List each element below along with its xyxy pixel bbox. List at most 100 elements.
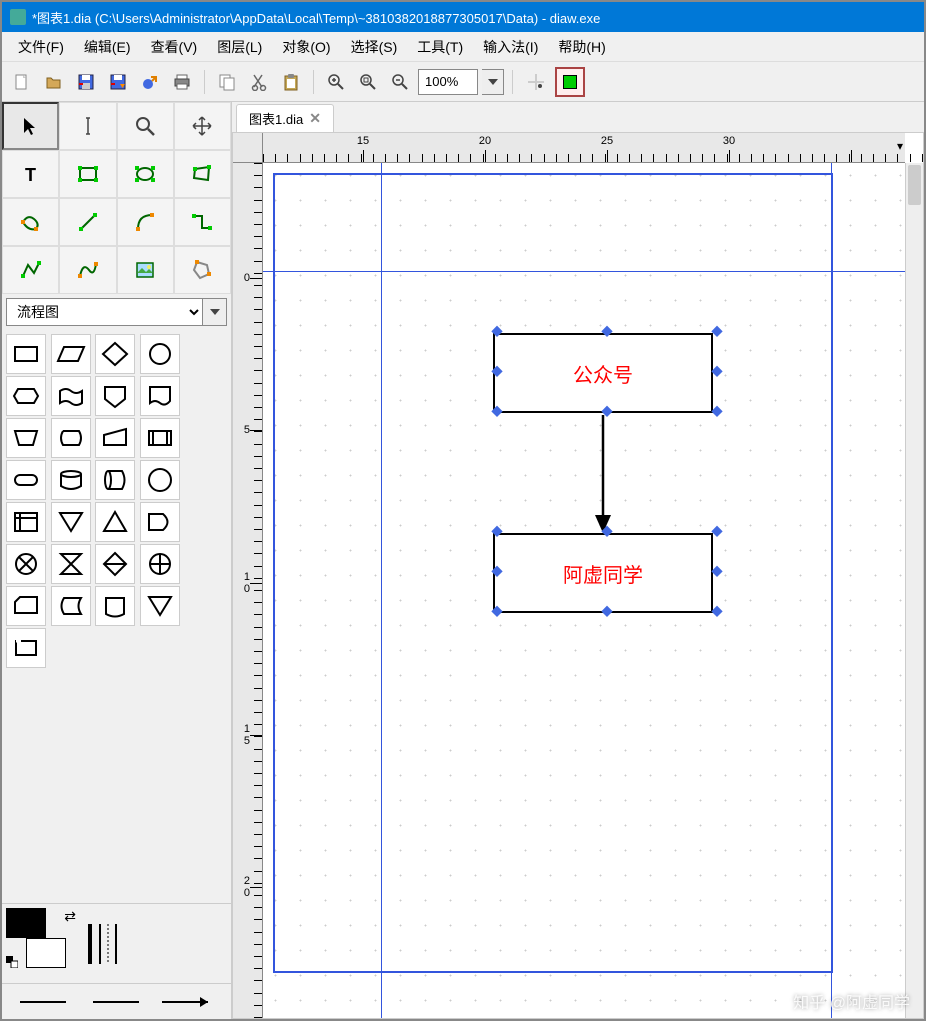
shape-card[interactable] xyxy=(6,586,46,626)
polyline-tool[interactable] xyxy=(2,246,59,294)
shape-process[interactable] xyxy=(6,334,46,374)
menu-view[interactable]: 查看(V) xyxy=(141,33,208,61)
shape-stored-data[interactable] xyxy=(51,586,91,626)
zoom-tool[interactable] xyxy=(117,102,174,150)
shape-delay[interactable] xyxy=(140,502,180,542)
menu-help[interactable]: 帮助(H) xyxy=(548,33,615,61)
shape-io[interactable] xyxy=(51,334,91,374)
outline-tool[interactable] xyxy=(174,246,231,294)
fill-color-button[interactable] xyxy=(555,67,585,97)
zoom-fit-button[interactable] xyxy=(354,68,382,96)
fg-swatch[interactable] xyxy=(6,908,46,938)
guide-horizontal[interactable] xyxy=(263,271,905,272)
zoom-in-button[interactable] xyxy=(322,68,350,96)
shape-display[interactable] xyxy=(51,418,91,458)
shape-decision[interactable] xyxy=(95,334,135,374)
shape-collate[interactable] xyxy=(51,544,91,584)
shape-offpage[interactable] xyxy=(95,376,135,416)
shape-loop-limit[interactable] xyxy=(6,628,46,668)
copy-button[interactable] xyxy=(213,68,241,96)
drawing-canvas[interactable]: 公众号 阿虚同学 xyxy=(263,163,905,1018)
zoom-input[interactable] xyxy=(418,69,478,95)
vertical-ruler[interactable]: 051 01 52 0 xyxy=(233,163,263,1018)
new-button[interactable] xyxy=(8,68,36,96)
shape-or[interactable] xyxy=(140,544,180,584)
shape-data[interactable] xyxy=(140,586,180,626)
shape-sort[interactable] xyxy=(95,544,135,584)
bezier-tool[interactable] xyxy=(59,246,116,294)
shape-sequential[interactable] xyxy=(95,586,135,626)
shape-connector[interactable] xyxy=(140,334,180,374)
flowchart-box-1[interactable]: 公众号 xyxy=(493,333,713,413)
paste-button[interactable] xyxy=(277,68,305,96)
guide-vertical[interactable] xyxy=(831,163,832,1018)
shape-manual-op[interactable] xyxy=(6,418,46,458)
shape-circle[interactable] xyxy=(140,460,180,500)
bg-swatch[interactable] xyxy=(26,938,66,968)
ellipse-tool[interactable] xyxy=(117,150,174,198)
document-tab[interactable]: 图表1.dia ✕ xyxy=(236,104,334,132)
polygon-tool[interactable] xyxy=(174,150,231,198)
box-tool[interactable] xyxy=(59,150,116,198)
shape-category-select[interactable]: 流程图 xyxy=(6,298,203,326)
export-button[interactable] xyxy=(136,68,164,96)
shape-document[interactable] xyxy=(140,376,180,416)
arrow-style-panel xyxy=(2,983,231,1019)
tab-close-icon[interactable]: ✕ xyxy=(309,110,321,127)
vertical-scrollbar[interactable] xyxy=(905,163,923,1018)
menu-ime[interactable]: 输入法(I) xyxy=(473,33,548,61)
window-title: *图表1.dia (C:\Users\Administrator\AppData… xyxy=(32,8,600,27)
save-as-button[interactable] xyxy=(104,68,132,96)
text-tool[interactable]: T xyxy=(2,150,59,198)
horizontal-ruler[interactable]: ▾ 15202530 xyxy=(263,133,905,163)
shape-preparation[interactable] xyxy=(6,376,46,416)
pointer-tool[interactable] xyxy=(2,102,59,150)
shape-internal-storage[interactable] xyxy=(6,502,46,542)
shape-merge[interactable] xyxy=(51,502,91,542)
open-button[interactable] xyxy=(40,68,68,96)
shape-direct-data[interactable] xyxy=(95,460,135,500)
menu-select[interactable]: 选择(S) xyxy=(341,33,408,61)
line-tool[interactable] xyxy=(59,198,116,246)
shape-palette xyxy=(2,330,231,672)
print-button[interactable] xyxy=(168,68,196,96)
shape-predefined[interactable] xyxy=(140,418,180,458)
shape-extract[interactable] xyxy=(95,502,135,542)
shape-category-dropdown[interactable] xyxy=(203,298,227,326)
flowchart-box-2[interactable]: 阿虚同学 xyxy=(493,533,713,613)
shape-magnetic-disk[interactable] xyxy=(51,460,91,500)
shape-manual-input[interactable] xyxy=(95,418,135,458)
cut-button[interactable] xyxy=(245,68,273,96)
menu-objects[interactable]: 对象(O) xyxy=(272,33,340,61)
shape-terminator[interactable] xyxy=(6,460,46,500)
default-colors-icon[interactable] xyxy=(6,956,18,968)
flowchart-arrow[interactable] xyxy=(588,415,618,533)
arc-tool[interactable] xyxy=(117,198,174,246)
line-style-samples[interactable] xyxy=(84,908,124,979)
fg-bg-swatches[interactable]: ⇄ xyxy=(6,908,76,968)
menu-file[interactable]: 文件(F) xyxy=(8,33,74,61)
shape-summing[interactable] xyxy=(6,544,46,584)
beziergon-tool[interactable] xyxy=(2,198,59,246)
scroll-tool[interactable] xyxy=(174,102,231,150)
box-text: 阿虚同学 xyxy=(563,559,643,588)
zoom-out-button[interactable] xyxy=(386,68,414,96)
zoom-dropdown[interactable] xyxy=(482,69,504,95)
menu-layers[interactable]: 图层(L) xyxy=(207,33,272,61)
save-button[interactable] xyxy=(72,68,100,96)
menu-edit[interactable]: 编辑(E) xyxy=(74,33,141,61)
menu-tools[interactable]: 工具(T) xyxy=(407,33,473,61)
text-edit-tool[interactable] xyxy=(59,102,116,150)
arrow-start-none[interactable] xyxy=(13,992,73,1012)
image-tool[interactable] xyxy=(117,246,174,294)
arrow-end[interactable] xyxy=(160,992,220,1012)
swap-colors-icon[interactable]: ⇄ xyxy=(64,908,76,925)
zigzag-tool[interactable] xyxy=(174,198,231,246)
box-text: 公众号 xyxy=(573,359,633,388)
guide-vertical[interactable] xyxy=(381,163,382,1018)
main-toolbar xyxy=(2,62,924,102)
arrow-line[interactable] xyxy=(86,992,146,1012)
snap-toggle[interactable] xyxy=(521,67,551,97)
watermark: 知乎 @阿虚同学 xyxy=(793,989,910,1013)
shape-punched-tape[interactable] xyxy=(51,376,91,416)
